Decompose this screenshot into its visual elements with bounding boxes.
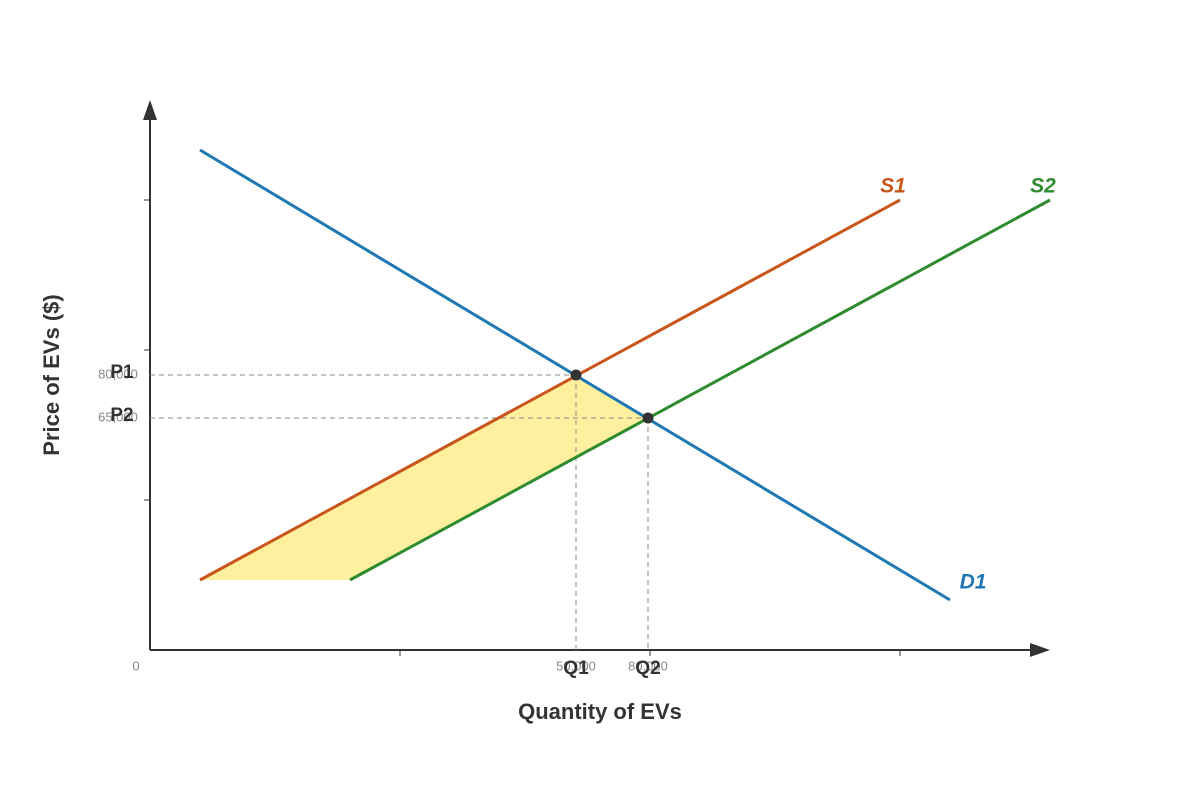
curve-s1 xyxy=(199,198,901,582)
y-axis-arrow xyxy=(143,100,157,120)
price-name: P1 xyxy=(110,362,134,383)
curve-s2 xyxy=(349,198,1051,582)
origin-label: 0 xyxy=(132,658,139,673)
axis-ticks xyxy=(144,199,901,656)
quantity-name: Q1 xyxy=(563,658,589,679)
price-value: 80,000 xyxy=(98,366,138,381)
equilibrium-point xyxy=(642,412,654,424)
shaded-area xyxy=(200,375,648,580)
quantity-value: 80,000 xyxy=(628,658,668,673)
curve-label: D1 xyxy=(960,571,987,594)
price-name: P2 xyxy=(110,405,133,426)
quantity-name: Q2 xyxy=(635,658,660,679)
x-axis-arrow xyxy=(1030,643,1050,657)
quantity-value: 50,000 xyxy=(556,658,596,673)
equilibrium-point xyxy=(570,369,582,381)
curve-label: S2 xyxy=(1030,175,1056,198)
curve-label: S1 xyxy=(880,175,906,198)
price-value: 65,000 xyxy=(98,409,138,424)
x-axis-title: Quantity of EVs xyxy=(518,699,682,724)
y-axis-title: Price of EVs ($) xyxy=(39,294,64,455)
